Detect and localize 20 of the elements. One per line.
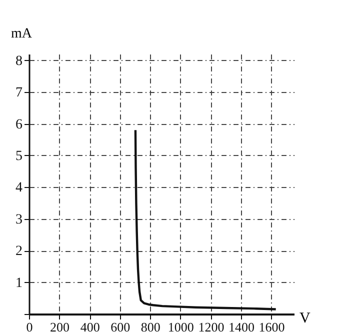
- x-tick-label: 400: [80, 320, 100, 334]
- y-tick-label: 3: [16, 212, 22, 228]
- x-tick-label: 1200: [198, 320, 224, 334]
- y-tick-label: 5: [16, 148, 22, 164]
- y-tick-label: 4: [16, 180, 22, 196]
- y-tick-label: 1: [16, 276, 22, 291]
- x-axis-title: V: [300, 310, 310, 326]
- x-tick-label: 1600: [258, 320, 285, 334]
- x-tick-label: 1000: [168, 320, 194, 334]
- y-tick-label: 6: [16, 117, 22, 132]
- x-tick-label: 600: [110, 320, 130, 334]
- x-tick-label: 800: [140, 320, 160, 334]
- y-tick-label: 7: [16, 86, 22, 101]
- y-tick-label: 2: [16, 244, 22, 260]
- x-tick-label: 0: [26, 320, 33, 334]
- y-tick-label: 8: [16, 54, 22, 69]
- x-tick-label: 1400: [228, 320, 254, 334]
- line-series: [134, 129, 277, 310]
- x-tick-label: 200: [50, 320, 70, 334]
- y-axis-title: mA: [11, 26, 33, 42]
